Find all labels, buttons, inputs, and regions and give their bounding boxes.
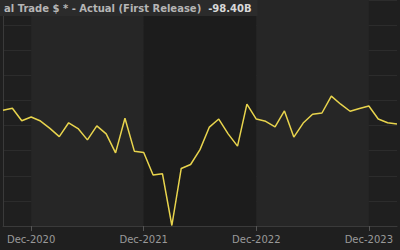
svg-text:Dec-2023: Dec-2023 (345, 234, 393, 245)
svg-text:Dec-2021: Dec-2021 (120, 234, 168, 245)
svg-text:Dec-2022: Dec-2022 (232, 234, 280, 245)
svg-text:-98.40B: -98.40B (208, 3, 251, 14)
svg-text:al Trade $ * - Actual (First R: al Trade $ * - Actual (First Release) (4, 3, 201, 14)
svg-text:Dec-2020: Dec-2020 (7, 234, 55, 245)
